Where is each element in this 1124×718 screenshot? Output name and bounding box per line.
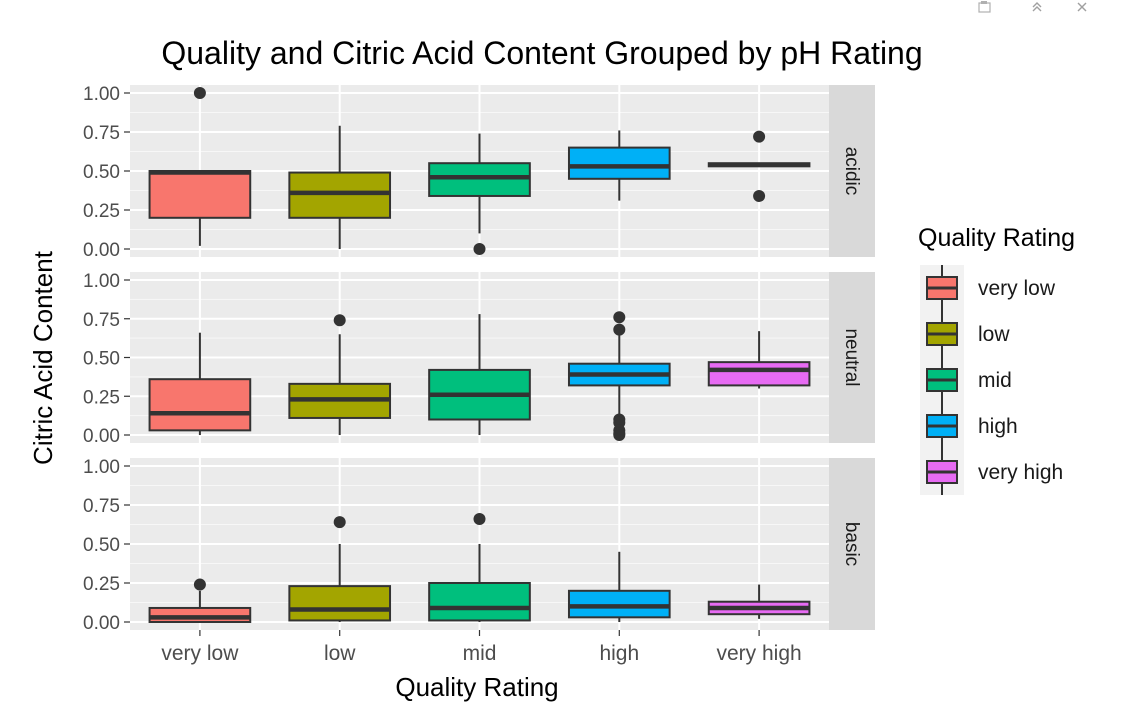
- outlier-point: [333, 516, 346, 529]
- close-icon[interactable]: [1071, 0, 1093, 16]
- box-body: [567, 589, 671, 619]
- facet-panel-neutral: 0.00 0.25 0.50 0.75 1.00 neutral: [83, 271, 875, 447]
- legend-key-mid: mid: [926, 357, 1012, 403]
- box-mid: [428, 513, 531, 622]
- legend-key-very-high: very high: [926, 449, 1063, 495]
- legend-label: very high: [978, 461, 1063, 484]
- y-tick-label: 1.00: [83, 271, 120, 292]
- box-body: [288, 171, 392, 219]
- legend-title: Quality Rating: [918, 224, 1075, 252]
- outlier-point: [613, 429, 626, 441]
- outlier-point: [333, 314, 346, 327]
- y-tick-label: 1.00: [83, 84, 120, 105]
- legend-key-very-low: very low: [926, 265, 1056, 311]
- x-tick-label: mid: [463, 642, 497, 665]
- chart-title: Quality and Citric Acid Content Grouped …: [161, 35, 922, 71]
- y-tick-label: 0.50: [83, 349, 120, 370]
- outlier-point: [473, 513, 486, 526]
- y-tick-label: 0.50: [83, 535, 120, 556]
- legend-label: very low: [978, 277, 1056, 300]
- outlier-point: [193, 87, 206, 99]
- window-controls: [0, 0, 1124, 18]
- y-tick-label: 0.75: [83, 310, 120, 331]
- legend-key-high: high: [926, 403, 1018, 449]
- box-body: [148, 606, 252, 624]
- box-low: [288, 516, 392, 622]
- facet-strip-label: acidic: [841, 147, 862, 196]
- box-very-high: [707, 331, 811, 389]
- legend-key-low: low: [926, 311, 1010, 357]
- y-axis-label: Citric Acid Content: [28, 250, 58, 465]
- x-tick-label: very low: [161, 642, 239, 665]
- y-tick-label: 1.00: [83, 457, 120, 478]
- y-tick-label: 0.00: [83, 426, 120, 447]
- box-high: [567, 551, 671, 622]
- facet-strip: [829, 85, 875, 257]
- x-axis-ticks: very low low mid high very high: [161, 630, 802, 665]
- x-tick-label: low: [324, 642, 356, 665]
- facet-panel-acidic: 0.00 0.25 0.50 0.75 1.00 acidic: [83, 84, 875, 261]
- outlier-point: [613, 311, 626, 324]
- box-high: [567, 130, 671, 201]
- y-tick-label: 0.00: [83, 240, 120, 261]
- y-tick-label: 0.50: [83, 162, 120, 183]
- x-tick-label: high: [599, 642, 639, 665]
- facet-panels: 0.000.250.500.751.00acidic0.000.250.500.…: [83, 84, 875, 634]
- box-body: [148, 378, 252, 432]
- outlier-point: [193, 578, 206, 591]
- box-body: [428, 582, 531, 622]
- y-tick-label: 0.25: [83, 574, 120, 595]
- outlier-point: [613, 323, 626, 336]
- facet-strip: [829, 458, 875, 630]
- y-tick-label: 0.00: [83, 613, 120, 634]
- outlier-point: [473, 243, 486, 255]
- y-tick-label: 0.75: [83, 123, 120, 144]
- outlier-point: [753, 189, 766, 202]
- box-body: [567, 146, 671, 180]
- legend-label: mid: [978, 369, 1012, 392]
- y-tick-label: 0.25: [83, 387, 120, 408]
- collapse-icon[interactable]: [1026, 0, 1048, 16]
- box-body: [288, 585, 392, 622]
- facet-strip-label: neutral: [841, 328, 862, 386]
- facet-panel-basic: 0.00 0.25 0.50 0.75 1.00 basic: [83, 457, 875, 634]
- legend-label: low: [978, 323, 1010, 346]
- legend-label: high: [978, 415, 1018, 438]
- box-mid: [428, 133, 531, 255]
- open-in-window-icon[interactable]: [974, 0, 996, 16]
- box-high: [567, 311, 671, 441]
- box-very-low: [148, 332, 252, 435]
- box-body: [428, 162, 531, 197]
- box-body: [148, 170, 252, 219]
- box-low: [288, 314, 392, 435]
- box-very-high: [707, 584, 811, 619]
- box-body: [707, 361, 811, 387]
- facet-strip: [829, 272, 875, 443]
- y-tick-label: 0.25: [83, 201, 120, 222]
- box-very-low: [148, 87, 252, 246]
- box-mid: [428, 314, 531, 435]
- y-tick-label: 0.75: [83, 496, 120, 517]
- outlier-point: [753, 130, 766, 143]
- legend: very low low mid high very high: [920, 265, 1063, 495]
- facet-strip-label: basic: [841, 522, 862, 566]
- x-tick-label: very high: [716, 642, 801, 665]
- x-axis-label: Quality Rating: [395, 672, 558, 702]
- box-very-high: [707, 130, 811, 202]
- box-very-low: [148, 578, 252, 624]
- box-low: [288, 125, 392, 249]
